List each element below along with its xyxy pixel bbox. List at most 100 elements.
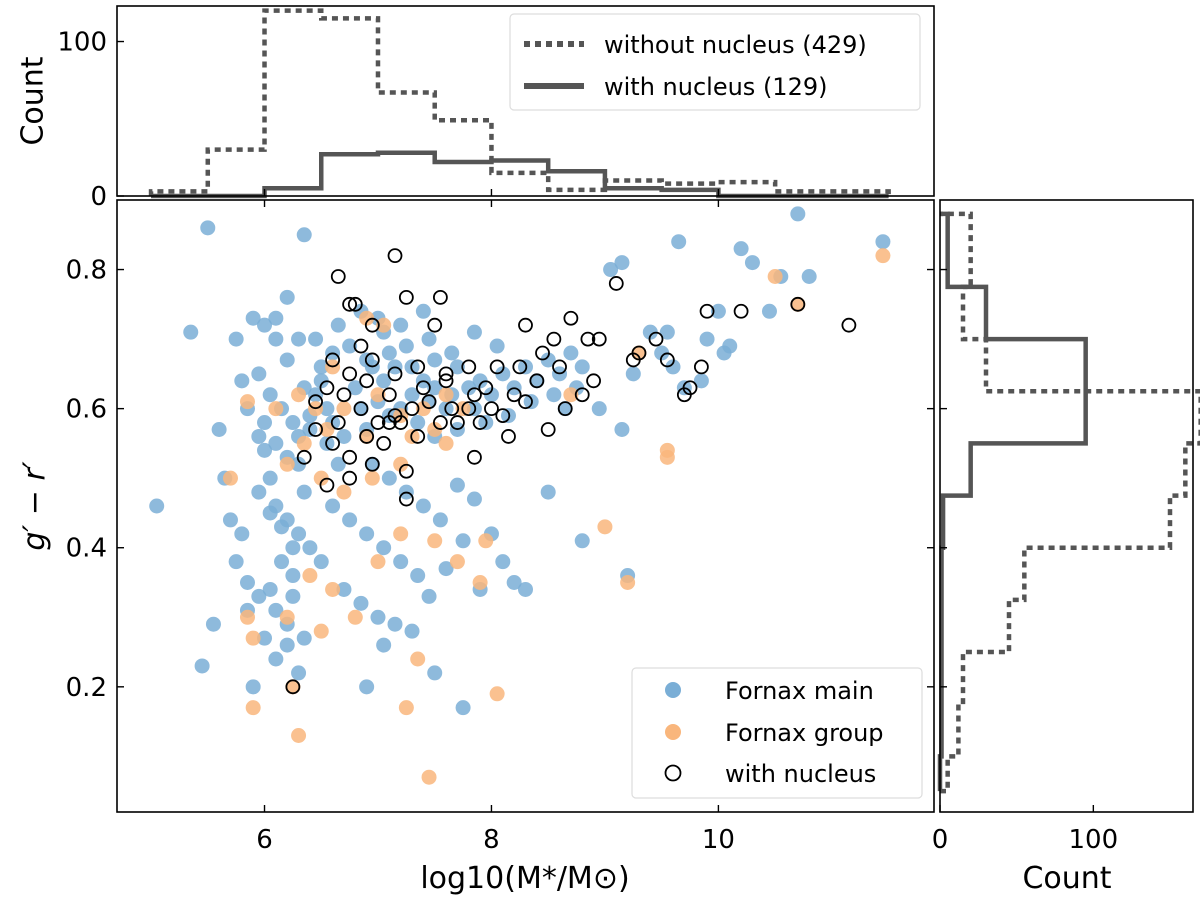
scatter-point-fornax-main [279, 352, 295, 368]
scatter-point-with-nucleus [415, 380, 431, 396]
scatter-point-fornax-group [359, 428, 375, 444]
scatter-point-fornax-main [574, 533, 590, 549]
scatter-point-fornax-group [325, 581, 341, 597]
scatter-point-with-nucleus [478, 380, 494, 396]
scatter-legend-box [631, 667, 923, 799]
scatter-point-fornax-group [767, 269, 783, 284]
scatter-point-fornax-group [291, 728, 307, 743]
scatter-point-fornax-group [427, 422, 443, 437]
scatter-point-fornax-group [239, 609, 255, 625]
scatter-point-fornax-main [359, 679, 375, 695]
scatter-point-with-nucleus [364, 317, 380, 333]
scatter-point-fornax-main [376, 637, 392, 653]
scatter-point-fornax-main [472, 373, 488, 389]
scatter-point-fornax-main [336, 581, 352, 597]
scatter-point-fornax-main [308, 331, 324, 347]
scatter-point-fornax-main [359, 526, 375, 542]
scatter-point-fornax-main [313, 359, 329, 375]
scatter-point-fornax-main [614, 422, 630, 437]
scatter-point-with-nucleus [381, 415, 397, 430]
scatter-point-fornax-main [342, 512, 358, 528]
scatter-point-fornax-group [489, 686, 505, 702]
scatter-point-fornax-main [518, 581, 533, 597]
right-histogram-panel: 0 100 Count [932, 199, 1200, 896]
scatter-point-fornax-group [449, 554, 465, 570]
scatter-point-with-nucleus [461, 401, 477, 417]
scatter-point-fornax-group [472, 575, 488, 590]
scatter-point-with-nucleus [518, 317, 533, 333]
top-y-tick-label: 100 [57, 28, 107, 58]
scatter-point-fornax-group [790, 296, 806, 312]
scatter-point-fornax-group [875, 248, 891, 264]
scatter-point-fornax-group [427, 533, 443, 549]
scatter-point-fornax-main [325, 498, 341, 514]
scatter-point-fornax-main [671, 234, 687, 250]
scatter-point-with-nucleus [591, 331, 607, 347]
scatter-panel: 6 8 10 0.2 0.4 0.6 0.8 log10(M*/M⊙) g′ − r′ F… [18, 199, 935, 896]
scatter-point-fornax-main [262, 470, 278, 486]
top-histogram-panel: 0 100 Count without nucleus (429) with nu… [16, 5, 935, 212]
scatter-point-fornax-main [461, 380, 477, 396]
scatter-point-with-nucleus [580, 331, 596, 347]
scatter-point-fornax-main [257, 415, 273, 431]
right-hist-with-nucleus [937, 211, 1088, 792]
scatter-frame [116, 199, 935, 813]
right-histogram-series [937, 211, 1200, 794]
scatter-point-fornax-main [313, 554, 329, 570]
scatter-point-fornax-group [222, 470, 238, 486]
scatter-point-with-nucleus [347, 296, 363, 312]
right-histogram-frame [939, 199, 1194, 813]
scatter-point-fornax-main [251, 484, 267, 500]
scatter-x-tick-label: 6 [256, 825, 273, 855]
scatter-point-with-nucleus [308, 394, 323, 410]
scatter-point-with-nucleus [381, 387, 397, 403]
scatter-point-fornax-main [285, 540, 301, 556]
scatter-point-with-nucleus [648, 331, 664, 347]
scatter-point-with-nucleus [364, 352, 380, 368]
scatter-point-fornax-group [563, 387, 579, 403]
scatter-point-fornax-main [211, 422, 227, 437]
scatter-point-with-nucleus [398, 289, 414, 305]
scatter-point-fornax-main [444, 345, 460, 361]
scatter-point-with-nucleus [529, 373, 545, 389]
scatter-point-fornax-main [432, 512, 448, 528]
scatter-point-fornax-main [262, 387, 278, 403]
scatter-point-fornax-main [291, 331, 307, 347]
scatter-point-fornax-group [279, 609, 295, 625]
scatter-point-with-nucleus [353, 338, 369, 354]
scatter-point-fornax-group [359, 310, 375, 326]
top-histogram-y-ticks: 0 100 [57, 28, 720, 212]
scatter-point-fornax-main [296, 484, 312, 500]
scatter-point-fornax-main [540, 484, 556, 500]
top-histogram-y-label: Count [16, 56, 51, 145]
scatter-point-fornax-group [393, 456, 409, 472]
scatter-y-tick-label: 0.6 [66, 395, 107, 425]
scatter-point-with-nucleus [495, 408, 511, 423]
scatter-point-with-nucleus [693, 359, 709, 375]
scatter-point-fornax-group [336, 401, 352, 417]
scatter-point-fornax-group [398, 700, 414, 716]
scatter-point-with-nucleus [353, 401, 369, 417]
scatter-point-with-nucleus [319, 477, 335, 493]
scatter-point-fornax-main [245, 679, 261, 695]
scatter-point-with-nucleus [512, 359, 528, 375]
right-x-tick-label: 0 [932, 825, 949, 855]
scatter-point-with-nucleus [325, 436, 340, 451]
scatter-point-fornax-main [665, 359, 681, 375]
scatter-point-with-nucleus [296, 449, 312, 465]
scatter-point-fornax-main [427, 352, 443, 368]
scatter-point-fornax-main [262, 505, 278, 521]
scatter-point-fornax-main [529, 373, 545, 389]
scatter-point-with-nucleus [841, 317, 857, 333]
scatter-point-with-nucleus [586, 373, 601, 389]
scatter-point-fornax-main [342, 338, 358, 354]
scatter-point-fornax-main [228, 554, 244, 570]
legend-label-fornax-main: Fornax main [725, 677, 874, 705]
top-y-tick-label: 0 [90, 182, 107, 212]
scatter-point-with-nucleus [421, 394, 437, 410]
scatter-point-with-nucleus [370, 415, 386, 430]
scatter-point-fornax-group [438, 387, 454, 403]
scatter-point-fornax-group [659, 442, 675, 458]
scatter-point-with-nucleus [432, 415, 448, 430]
scatter-point-fornax-main [404, 623, 420, 639]
